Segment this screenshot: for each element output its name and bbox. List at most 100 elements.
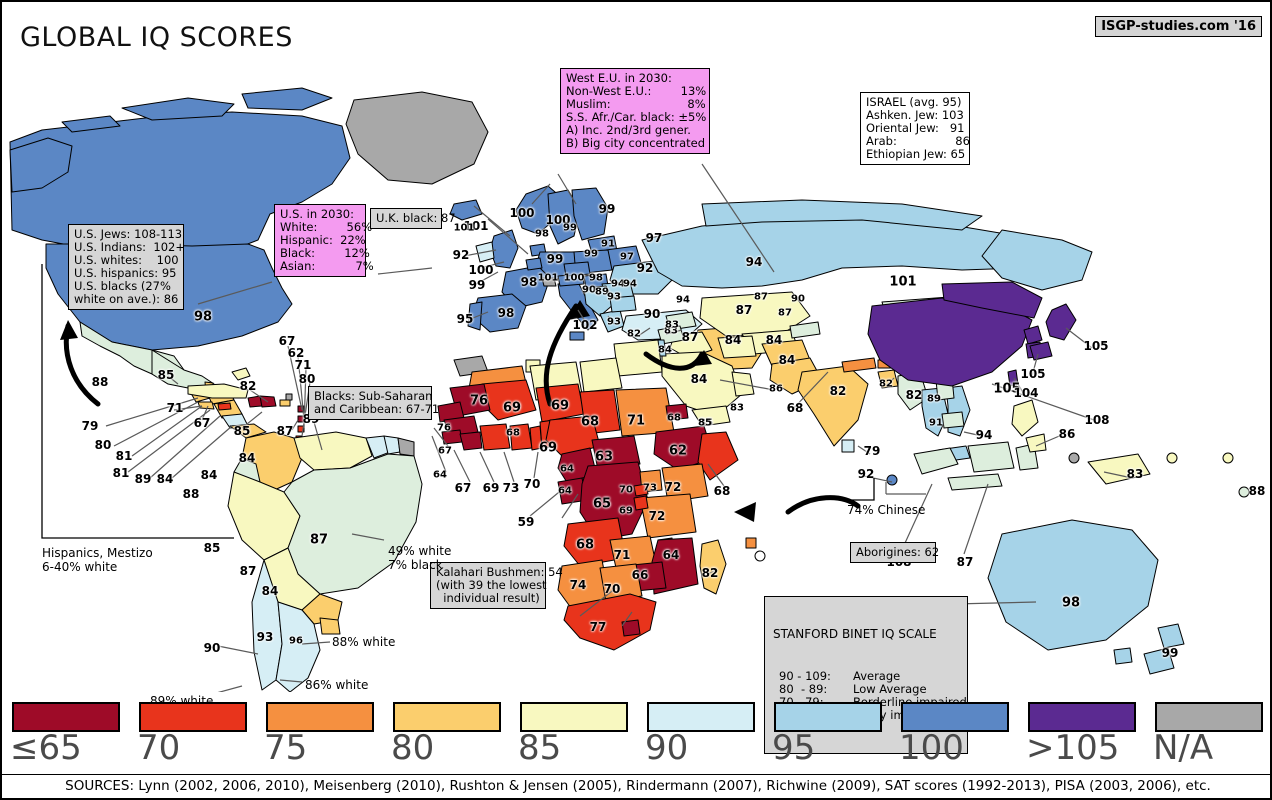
country-angola (563, 517, 627, 567)
map-score-label: 101 (463, 219, 489, 233)
map-score-label: 99 (598, 202, 616, 216)
country-iceland (449, 199, 483, 221)
map-score-label: 100 (563, 272, 585, 284)
country-china-north (941, 281, 1043, 319)
map-score-label: 71 (166, 401, 184, 415)
world-map[interactable]: 9910198887980818189847185678285676271808… (2, 54, 1270, 754)
map-score-label: 98 (1061, 595, 1081, 611)
callout-uk-black-text: U.K. black: 87 (376, 211, 456, 225)
country-png (1087, 453, 1151, 485)
country-car (591, 435, 641, 471)
legend-item[interactable]: 95 (764, 694, 891, 772)
map-score-label: 84 (261, 584, 279, 598)
country-portugal (467, 301, 483, 331)
legend-label: 70 (137, 728, 181, 768)
map-score-label: 105 (993, 381, 1021, 397)
country-rwanda (633, 483, 649, 497)
map-score-label: 84 (238, 451, 256, 465)
country-madagascar (699, 539, 727, 595)
map-score-label: 81 (112, 466, 130, 480)
country-brazil (283, 453, 423, 595)
map-score-label: 68 (580, 414, 600, 430)
legend-swatch (266, 702, 374, 732)
country-burundi (633, 495, 649, 511)
map-score-label: 87 (276, 424, 294, 438)
legend-swatch (1028, 702, 1136, 732)
map-score-label: 88 (1248, 484, 1266, 498)
map-score-label: 99 (563, 222, 577, 234)
island-dot-6 (886, 474, 898, 486)
map-score-label: 66 (631, 568, 649, 582)
map-score-label: 74 (569, 578, 587, 592)
map-score-label: 72 (664, 480, 682, 494)
island-dot-4 (1238, 486, 1250, 498)
country-jamaica (217, 402, 232, 411)
map-score-label: 87 (754, 291, 768, 303)
country-sicily (569, 331, 585, 341)
map-score-label: 101 (889, 274, 917, 290)
legend-item[interactable]: ≤65 (2, 694, 129, 772)
legend-item[interactable]: 100 (891, 694, 1018, 772)
island-dot-1 (1068, 452, 1080, 464)
legend-swatch (520, 702, 628, 732)
map-score-label: 64 (560, 463, 574, 475)
map-score-label: 94 (623, 278, 637, 290)
map-score-label: 94 (676, 294, 690, 306)
callout-blacks-text: Blacks: Sub-Saharan and Caribbean: 67-71 (314, 389, 440, 416)
map-score-label: 97 (620, 251, 634, 263)
callout-aborigines-text: Aborigines: 62 (856, 545, 940, 559)
country-tanzania (639, 493, 697, 539)
map-score-label: 71 (626, 413, 646, 429)
country-philippines (1011, 399, 1039, 437)
stanford-title: STANFORD BINET IQ SCALE (773, 627, 937, 641)
arctic-islands-c (61, 115, 121, 133)
source-credit-badge: ISGP-studies.com '16 (1095, 16, 1262, 37)
map-score-label: 94 (975, 428, 993, 442)
stanford-row: 80 - 89: Low Average (773, 683, 959, 696)
country-newzealand-n (1157, 623, 1185, 649)
map-score-label: 102 (572, 318, 598, 332)
map-score-label: 87 (778, 307, 792, 319)
map-score-label: 85 (698, 417, 712, 429)
callout-uk-black: U.K. black: 87 (370, 208, 456, 229)
map-score-label: 64 (433, 469, 447, 481)
map-score-label: 92 (452, 248, 470, 262)
map-score-label: 64 (558, 485, 572, 497)
map-score-label: 79 (81, 419, 99, 433)
legend-item[interactable]: N/A (1145, 694, 1270, 772)
map-score-label: 101 (537, 272, 559, 284)
map-score-label: 100 (509, 206, 535, 220)
island-dot-3 (1222, 452, 1234, 464)
stanford-range: 90 - 109: (779, 669, 831, 683)
legend-item[interactable]: 90 (637, 694, 764, 772)
callout-blacks-subsaharan: Blacks: Sub-Saharan and Caribbean: 67-71 (308, 386, 439, 420)
legend-item[interactable]: >105 (1018, 694, 1145, 772)
map-score-label: 86 (769, 383, 783, 395)
map-score-label: 62 (668, 443, 688, 459)
country-eritrea (665, 403, 689, 421)
callout-israel-text: ISRAEL (avg. 95) Ashken. Jew: 103 Orient… (866, 95, 970, 161)
legend-label: >105 (1026, 728, 1120, 768)
country-southafrica (563, 593, 657, 651)
country-yemen (691, 405, 731, 427)
country-venezuela (293, 431, 373, 471)
country-bulgaria (609, 295, 637, 313)
map-score-label: 83 (664, 325, 678, 337)
map-score-label: 68 (667, 412, 681, 424)
map-score-label: 96 (289, 635, 303, 647)
country-siberia-north (701, 199, 983, 231)
map-score-label: 89 (927, 393, 941, 405)
legend-item[interactable]: 80 (383, 694, 510, 772)
map-score-label: 99 (584, 248, 598, 260)
callout-kalahari-text: Kalahari Bushmen: 54 (with 39 the lowest… (436, 565, 563, 605)
map-score-label: 85 (699, 417, 713, 429)
map-score-label: 88 (182, 487, 200, 501)
legend-item[interactable]: 75 (256, 694, 383, 772)
map-score-label: 64 (662, 548, 680, 562)
map-score-label: 70 (619, 484, 633, 496)
country-indonesia-java (947, 473, 1003, 491)
legend-item[interactable]: 85 (510, 694, 637, 772)
map-score-label: 98 (497, 306, 515, 320)
legend-item[interactable]: 70 (129, 694, 256, 772)
country-cambodia (941, 411, 965, 429)
